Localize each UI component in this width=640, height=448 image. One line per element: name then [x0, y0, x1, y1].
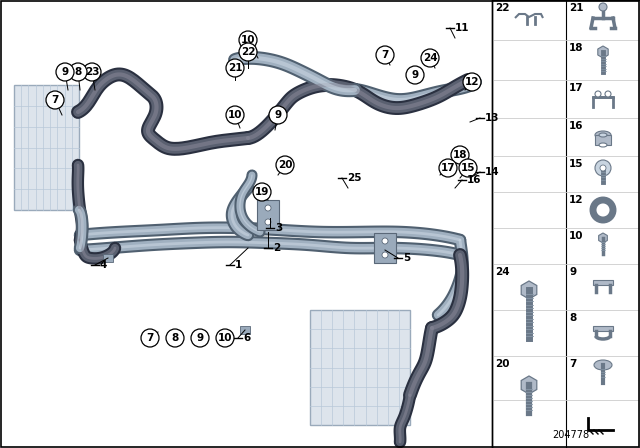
- Circle shape: [226, 106, 244, 124]
- Circle shape: [376, 46, 394, 64]
- Text: 7: 7: [147, 333, 154, 343]
- Circle shape: [595, 160, 611, 176]
- Circle shape: [451, 146, 469, 164]
- Circle shape: [265, 205, 271, 211]
- Circle shape: [141, 329, 159, 347]
- Text: 11: 11: [455, 23, 470, 33]
- Ellipse shape: [595, 131, 611, 139]
- Ellipse shape: [599, 133, 607, 137]
- Text: 21: 21: [569, 3, 584, 13]
- Circle shape: [382, 238, 388, 244]
- FancyBboxPatch shape: [595, 135, 611, 145]
- Circle shape: [56, 63, 74, 81]
- Text: 18: 18: [569, 43, 584, 53]
- Circle shape: [69, 63, 87, 81]
- Text: 10: 10: [228, 110, 243, 120]
- Text: 15: 15: [569, 159, 584, 169]
- Text: 9: 9: [275, 110, 282, 120]
- Text: 8: 8: [74, 67, 82, 77]
- Text: 13: 13: [485, 113, 499, 123]
- Text: 17: 17: [441, 163, 455, 173]
- Text: 16: 16: [569, 121, 584, 131]
- Text: 5: 5: [403, 253, 410, 263]
- Ellipse shape: [599, 143, 607, 147]
- Text: 4: 4: [100, 260, 108, 270]
- FancyBboxPatch shape: [593, 280, 613, 285]
- Circle shape: [46, 91, 64, 109]
- Circle shape: [421, 49, 439, 67]
- Text: 9: 9: [412, 70, 419, 80]
- Circle shape: [599, 3, 607, 11]
- Ellipse shape: [594, 360, 612, 370]
- Text: 20: 20: [495, 359, 509, 369]
- Circle shape: [595, 91, 601, 97]
- Text: 19: 19: [255, 187, 269, 197]
- FancyBboxPatch shape: [14, 85, 79, 210]
- Text: 1: 1: [235, 260, 243, 270]
- Text: 16: 16: [467, 175, 481, 185]
- Circle shape: [269, 106, 287, 124]
- Text: 7: 7: [381, 50, 388, 60]
- Circle shape: [605, 91, 611, 97]
- Text: 12: 12: [569, 195, 584, 205]
- Circle shape: [166, 329, 184, 347]
- Text: 22: 22: [241, 47, 255, 57]
- Text: 6: 6: [243, 333, 250, 343]
- Circle shape: [265, 219, 271, 225]
- Text: 10: 10: [569, 231, 584, 241]
- Polygon shape: [598, 46, 608, 58]
- Text: 24: 24: [495, 267, 509, 277]
- Text: 23: 23: [84, 67, 99, 77]
- Text: 17: 17: [569, 83, 584, 93]
- Circle shape: [439, 159, 457, 177]
- Circle shape: [382, 252, 388, 258]
- Text: 9: 9: [61, 67, 68, 77]
- Text: 12: 12: [465, 77, 479, 87]
- FancyBboxPatch shape: [240, 326, 250, 334]
- Text: 7: 7: [569, 359, 577, 369]
- Polygon shape: [521, 376, 537, 394]
- Circle shape: [239, 43, 257, 61]
- Circle shape: [600, 165, 606, 171]
- FancyBboxPatch shape: [374, 233, 396, 263]
- FancyBboxPatch shape: [257, 200, 279, 230]
- Circle shape: [191, 329, 209, 347]
- Text: 24: 24: [422, 53, 437, 63]
- Polygon shape: [521, 281, 537, 299]
- FancyBboxPatch shape: [310, 310, 410, 425]
- Circle shape: [463, 73, 481, 91]
- Circle shape: [276, 156, 294, 174]
- Circle shape: [216, 329, 234, 347]
- Circle shape: [253, 183, 271, 201]
- Text: 9: 9: [569, 267, 576, 277]
- Text: 22: 22: [495, 3, 509, 13]
- Text: 25: 25: [347, 173, 362, 183]
- Polygon shape: [598, 233, 607, 243]
- Text: 7: 7: [51, 95, 59, 105]
- Circle shape: [226, 59, 244, 77]
- Text: 15: 15: [461, 163, 476, 173]
- Text: 18: 18: [452, 150, 467, 160]
- Text: 20: 20: [278, 160, 292, 170]
- Text: 14: 14: [485, 167, 500, 177]
- Text: 2: 2: [273, 243, 280, 253]
- FancyBboxPatch shape: [593, 326, 613, 331]
- Text: 204778: 204778: [552, 430, 589, 440]
- FancyBboxPatch shape: [492, 0, 640, 448]
- FancyBboxPatch shape: [103, 254, 113, 262]
- Text: 8: 8: [172, 333, 179, 343]
- Circle shape: [239, 31, 257, 49]
- Text: 3: 3: [275, 223, 282, 233]
- Text: 10: 10: [218, 333, 232, 343]
- Text: 21: 21: [228, 63, 243, 73]
- Circle shape: [83, 63, 101, 81]
- Text: 9: 9: [196, 333, 204, 343]
- Circle shape: [406, 66, 424, 84]
- Circle shape: [459, 159, 477, 177]
- Text: 8: 8: [569, 313, 576, 323]
- Text: 10: 10: [241, 35, 255, 45]
